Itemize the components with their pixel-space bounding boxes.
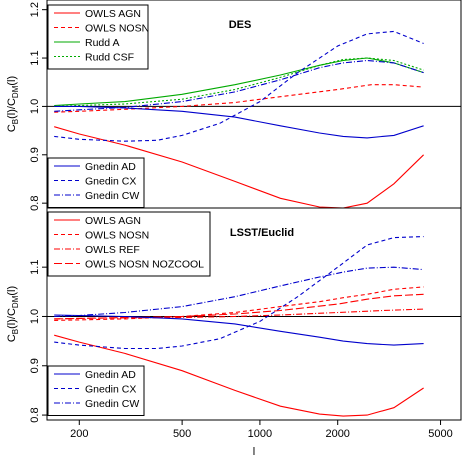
series-group [54, 236, 424, 417]
x-tick-label: 1000 [248, 428, 272, 440]
legend-label-owls-agn: OWLS AGN [85, 8, 141, 20]
legend-label-owls-nosn-nozcool: OWLS NOSN NOZCOOL [85, 259, 204, 271]
legend-label-rudd-a: Rudd A [85, 37, 119, 49]
x-tick-label: 2000 [325, 428, 349, 440]
legend-label-gnedin-cw: Gnedin CW [85, 190, 139, 202]
series-line-gnedin-cx [54, 30, 424, 142]
series-line-gnedin-cx [54, 236, 424, 350]
series-line-owls-nosn [54, 286, 424, 321]
y-tick-label: 0.9 [29, 358, 41, 373]
x-tick-label: 5000 [428, 428, 452, 440]
legend-label-gnedin-ad: Gnedin AD [85, 161, 136, 173]
panel-des: 0.8 0.9 1.0 1.1 1.2 CB(l)/CDM(l) DES OWLS AGN OW… [6, 0, 462, 211]
y-tick-label: 1.1 [29, 260, 41, 275]
x-tick-label: 500 [173, 428, 191, 440]
x-axis-label: l [253, 446, 255, 458]
legend-label-owls-agn: OWLS AGN [85, 215, 141, 227]
panel-title: DES [229, 19, 252, 31]
series-line-owls-ref [54, 308, 424, 320]
x-tick-label: 200 [70, 428, 88, 440]
series-group [54, 30, 424, 208]
y-axis-label: CB(l)/CDM(l) [6, 76, 20, 132]
legend-label-gnedin-cx: Gnedin CX [85, 384, 136, 396]
legend-label-owls-nosn: OWLS NOSN [85, 230, 149, 242]
series-line-owls-agn [54, 334, 424, 417]
legend-label-gnedin-cx: Gnedin CX [85, 176, 136, 188]
plot-frame [46, 207, 462, 421]
series-line-owls-nosn [54, 84, 424, 113]
legend-label-gnedin-ad: Gnedin AD [85, 369, 136, 381]
y-tick-label: 1.0 [29, 99, 41, 114]
y-tick-label: 0.9 [29, 147, 41, 162]
y-axis-label: CB(l)/CDM(l) [6, 286, 20, 342]
legend-label-gnedin-cw: Gnedin CW [85, 398, 139, 410]
panel-lsst-euclid: 0.8 0.9 1.0 1.1 CB(l)/CDM(l) LSST/Euclid OWLS … [6, 207, 462, 440]
series-line-gnedin-cw [54, 266, 424, 318]
series-line-rudd-a [54, 57, 424, 107]
y-tick-label: 1.0 [29, 309, 41, 324]
legend-label-owls-nosn: OWLS NOSN [85, 23, 149, 35]
series-line-gnedin-ad [54, 314, 424, 346]
legend-label-rudd-csf: Rudd CSF [85, 52, 134, 64]
series-line-owls-nosn-nozcool [54, 293, 424, 320]
panel-title: LSST/Euclid [230, 227, 294, 239]
legend-top [47, 4, 149, 70]
series-line-gnedin-cw [54, 59, 424, 112]
series-line-owls-agn [54, 126, 424, 208]
y-tick-label: 0.8 [29, 407, 41, 422]
legend-label-owls-ref: OWLS REF [85, 244, 140, 256]
legend-top [47, 211, 211, 277]
series-line-rudd-csf [54, 57, 424, 107]
x-axis: l [253, 446, 255, 458]
y-tick-label: 0.8 [29, 196, 41, 211]
series-line-gnedin-ad [54, 105, 424, 139]
y-tick-label: 1.1 [29, 50, 41, 65]
y-tick-label: 1.2 [29, 2, 41, 17]
